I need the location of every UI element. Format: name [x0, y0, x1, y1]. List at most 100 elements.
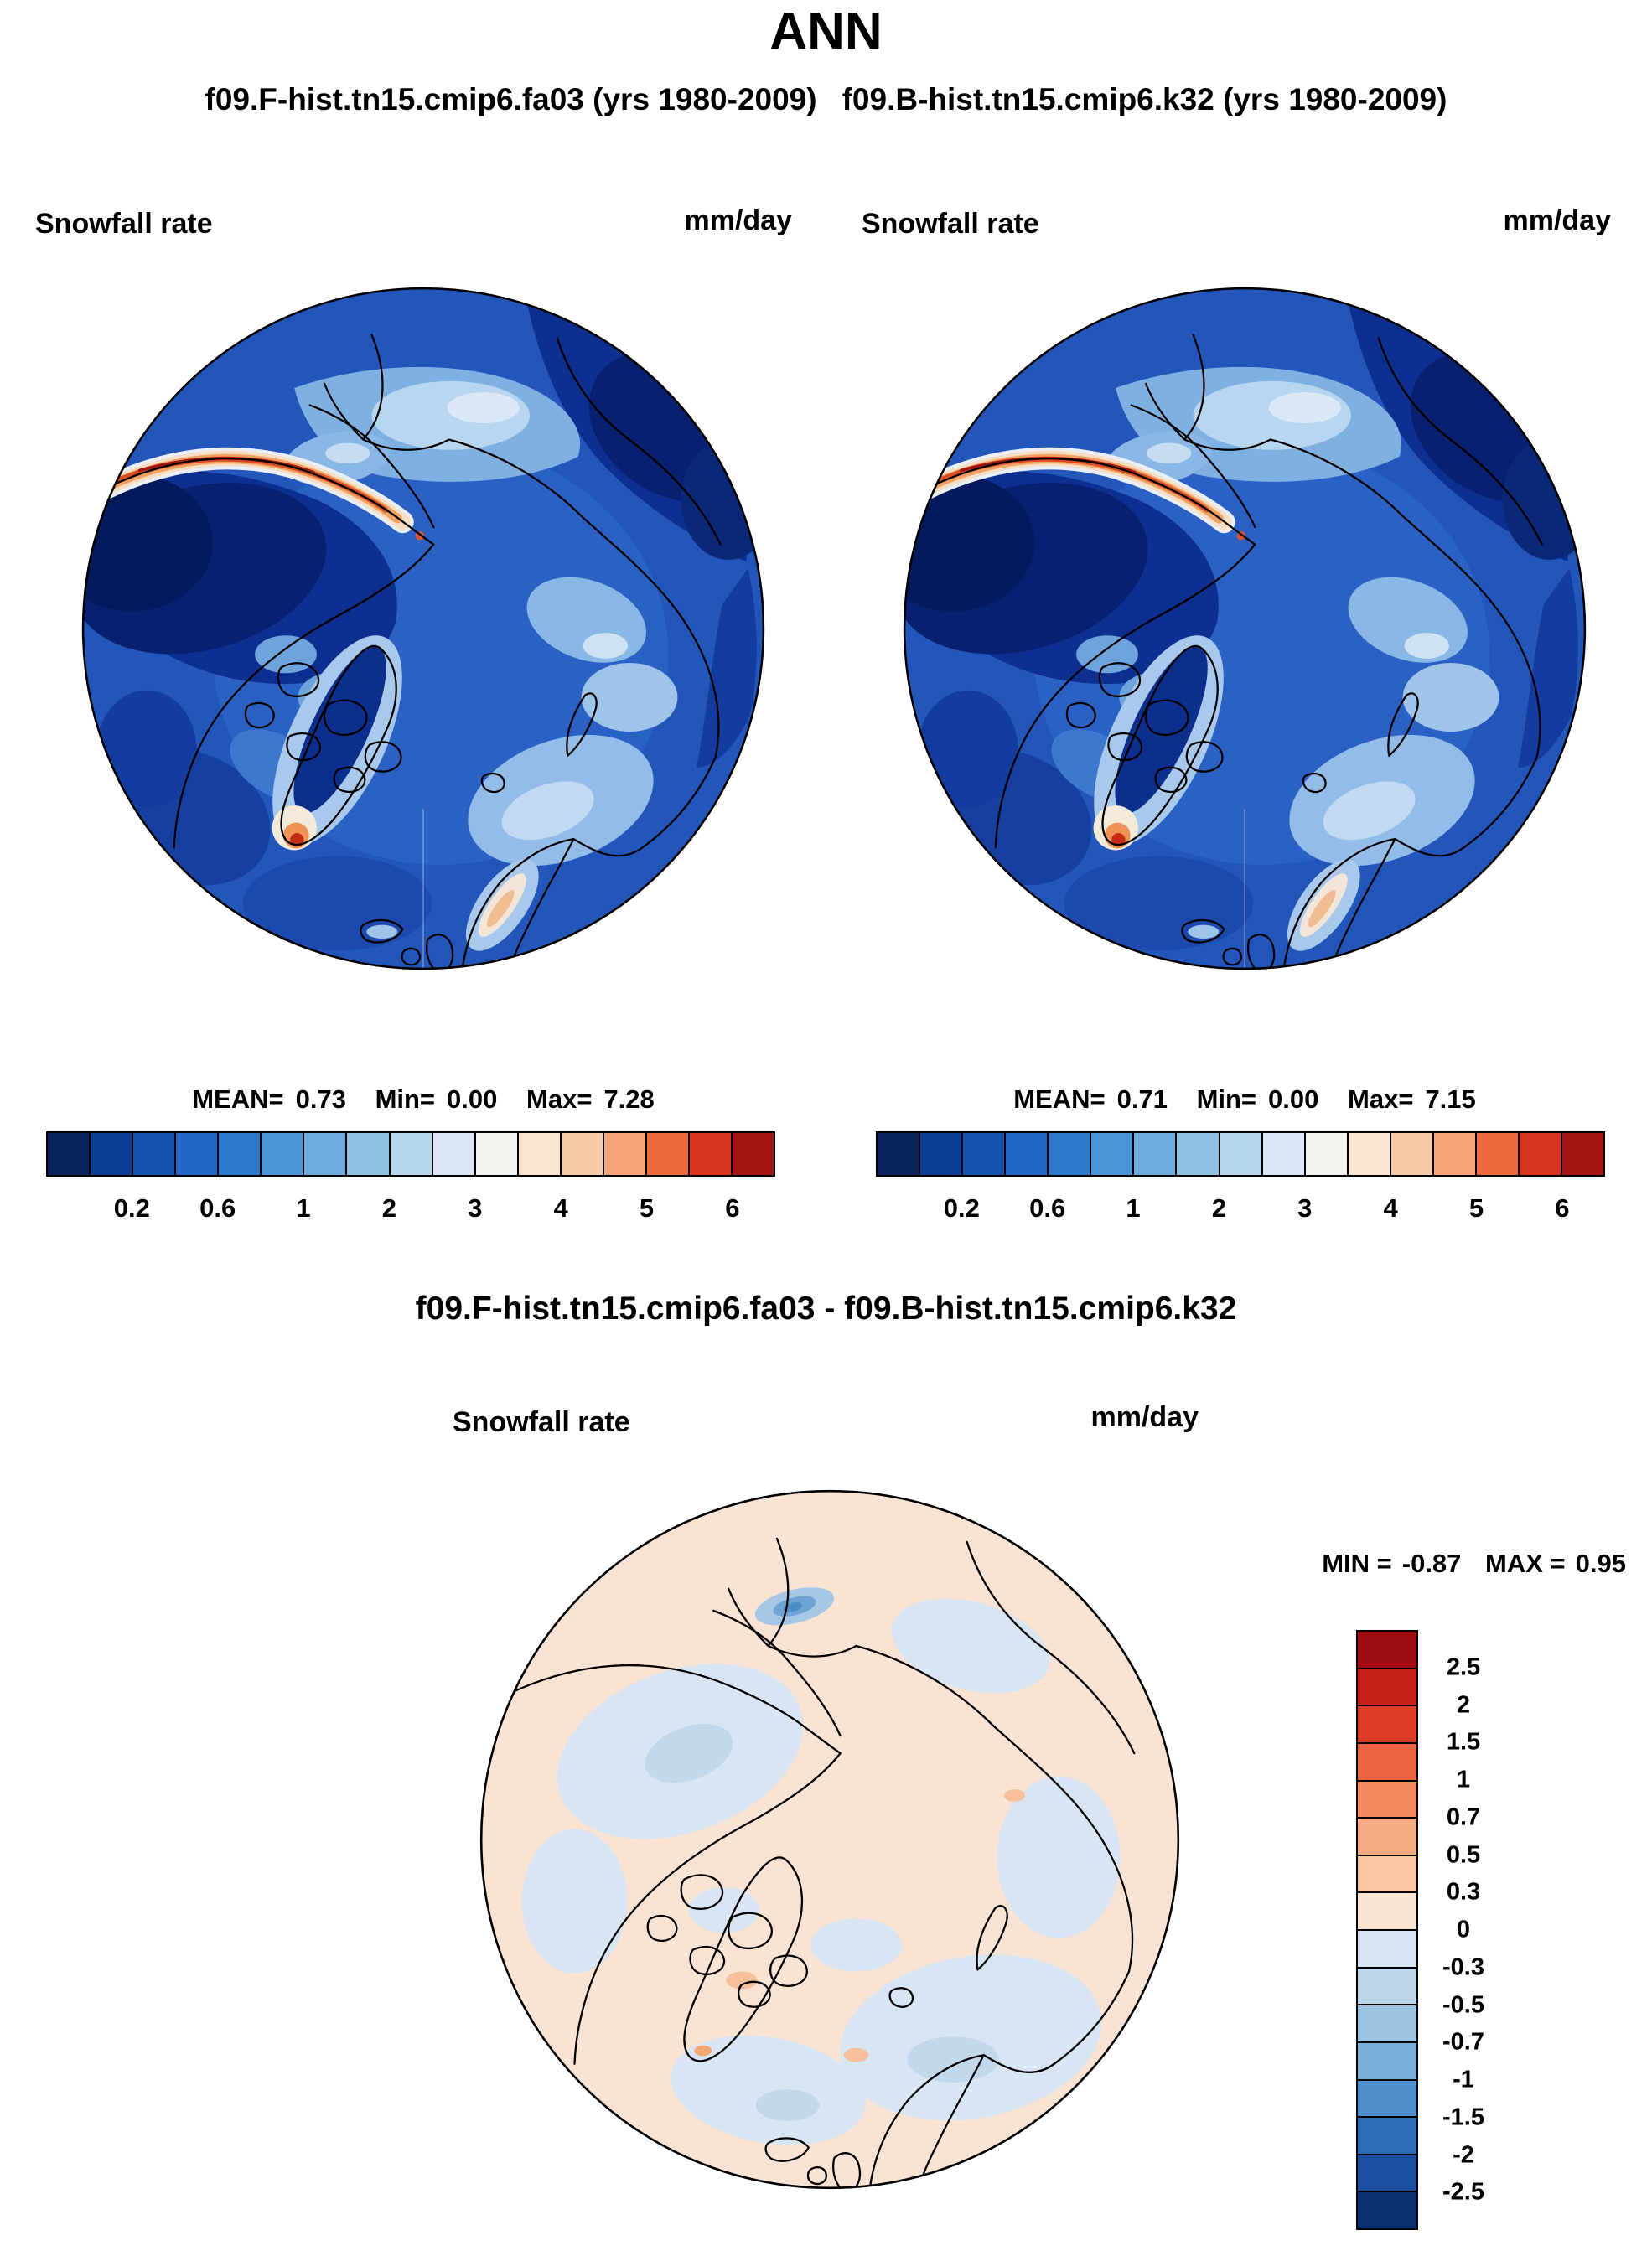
right-colorbar-ticks: 0.2 0.6 1 2 3 4 5 6: [876, 1193, 1605, 1227]
colorbar-tick-label: 1: [296, 1193, 311, 1223]
left-map-stats: MEAN= 0.73 Min= 0.00 Max= 7.28: [80, 1084, 767, 1115]
diff-units-label: mm/day: [1090, 1401, 1199, 1433]
max-value: 7.28: [603, 1084, 655, 1114]
colorbar-tick-label: 2: [1211, 1193, 1227, 1223]
mean-value: 0.71: [1116, 1084, 1168, 1114]
colorbar-cell: [1348, 1133, 1391, 1175]
colorbar-cell: [1358, 2192, 1416, 2228]
min-label: Min=: [375, 1084, 436, 1114]
colorbar-cell: [1358, 1855, 1416, 1894]
left-variable-label: Snowfall rate: [35, 208, 213, 240]
colorbar-cell: [133, 1133, 177, 1175]
colorbar-cell: [91, 1133, 134, 1175]
colorbar-cell: [1519, 1133, 1562, 1175]
colorbar-cell: [1358, 1632, 1416, 1669]
colorbar-cell: [1358, 1893, 1416, 1931]
colorbar-cell: [689, 1133, 733, 1175]
right-map: [901, 285, 1588, 972]
colorbar-cell: [1262, 1133, 1306, 1175]
colorbar-tick-label: 4: [553, 1193, 568, 1223]
colorbar-tick-label: 3: [468, 1193, 483, 1223]
difference-colorbar-labels: 2.5 2 1.5 1 0.7 0.5 0.3 0 -0.3 -0.5 -0.7 -1 -1.5 -2 -2…: [1425, 1630, 1502, 2230]
colorbar-tick-label: 1: [1126, 1193, 1141, 1223]
colorbar-cell: [1220, 1133, 1263, 1175]
colorbar-tick-label: 0.2: [113, 1193, 150, 1223]
min-value: 0.00: [447, 1084, 498, 1114]
colorbar-tick-label: 0.5: [1446, 1841, 1481, 1868]
left-units-label: mm/day: [684, 204, 793, 236]
colorbar-cell: [176, 1133, 220, 1175]
map-boundary-circle: [903, 287, 1587, 970]
colorbar-tick-label: 5: [1468, 1193, 1484, 1223]
colorbar-tick-label: -1: [1453, 2066, 1474, 2093]
colorbar-tick-label: 0.3: [1446, 1878, 1481, 1906]
colorbar-cell: [1433, 1133, 1477, 1175]
colorbar-cell: [262, 1133, 305, 1175]
colorbar-tick-label: 2: [381, 1193, 397, 1223]
colorbar-cell: [1358, 2118, 1416, 2155]
colorbar-cell: [733, 1133, 774, 1175]
colorbar-cell: [1091, 1133, 1135, 1175]
colorbar-cell: [304, 1133, 348, 1175]
diff-min-value: -0.87: [1401, 1549, 1462, 1578]
colorbar-cell: [603, 1133, 647, 1175]
snowfall-map-left-svg: [81, 287, 765, 970]
colorbar-cell: [878, 1133, 921, 1175]
min-label: Min=: [1196, 1084, 1257, 1114]
colorbar-tick-label: 3: [1297, 1193, 1313, 1223]
colorbar-cell: [561, 1133, 604, 1175]
max-label: Max=: [526, 1084, 593, 1114]
diff-minmax: MIN = -0.87 MAX = 0.95: [1232, 1549, 1626, 1579]
colorbar-tick-label: 2: [1456, 1691, 1471, 1718]
colorbar-tick-label: -0.3: [1442, 1953, 1484, 1981]
colorbar-cell: [475, 1133, 519, 1175]
colorbar-cell: [1390, 1133, 1434, 1175]
colorbar-cell: [390, 1133, 433, 1175]
colorbar-cell: [1358, 2042, 1416, 2081]
colorbar-cell: [219, 1133, 262, 1175]
colorbar-tick-label: -0.7: [1442, 2028, 1484, 2056]
right-map-stats: MEAN= 0.71 Min= 0.00 Max= 7.15: [901, 1084, 1588, 1115]
difference-map-svg: [479, 1489, 1180, 2190]
mean-value: 0.73: [295, 1084, 346, 1114]
right-variable-label: Snowfall rate: [862, 208, 1039, 240]
colorbar-cell: [1134, 1133, 1178, 1175]
right-run-name: f09.B-hist.tn15.cmip6.k32 (yrs 1980-2009…: [842, 82, 1447, 116]
colorbar-cell: [1358, 1819, 1416, 1856]
diff-min-label: MIN =: [1322, 1549, 1392, 1578]
colorbar-cell: [1358, 1781, 1416, 1819]
colorbar-cell: [1358, 1706, 1416, 1744]
colorbar-cell: [1358, 1931, 1416, 1969]
diff-max-label: MAX =: [1485, 1549, 1566, 1578]
colorbar-cell: [1562, 1133, 1604, 1175]
colorbar-tick-label: 1: [1456, 1766, 1471, 1793]
colorbar-cell: [920, 1133, 964, 1175]
colorbar-tick-label: 1.5: [1446, 1728, 1481, 1756]
colorbar-cell: [518, 1133, 562, 1175]
diff-variable-label: Snowfall rate: [453, 1406, 630, 1438]
colorbar-cell: [432, 1133, 476, 1175]
colorbar-cell: [347, 1133, 391, 1175]
colorbar-cell: [963, 1133, 1007, 1175]
difference-title: f09.F-hist.tn15.cmip6.fa03 - f09.B-hist.…: [415, 1291, 1237, 1327]
colorbar-cell: [1358, 1743, 1416, 1782]
colorbar-cell: [1049, 1133, 1092, 1175]
colorbar-cell: [1358, 2155, 1416, 2193]
map-boundary-circle: [479, 1489, 1180, 2190]
colorbar-cell: [1006, 1133, 1049, 1175]
colorbar-cell: [1358, 2080, 1416, 2119]
colorbar-cell: [48, 1133, 91, 1175]
colorbar-cell: [646, 1133, 690, 1175]
colorbar-tick-label: 4: [1383, 1193, 1398, 1223]
colorbar-tick-label: -2.5: [1442, 2178, 1484, 2206]
colorbar-tick-label: 2.5: [1446, 1653, 1481, 1681]
colorbar-tick-label: 5: [639, 1193, 655, 1223]
colorbar-tick-label: 6: [1555, 1193, 1570, 1223]
difference-map: [478, 1488, 1182, 2191]
difference-colorbar: [1356, 1630, 1418, 2230]
right-units-label: mm/day: [1503, 204, 1612, 236]
mean-label: MEAN=: [192, 1084, 284, 1114]
colorbar-tick-label: -1.5: [1442, 2103, 1484, 2131]
colorbar-tick-label: 6: [725, 1193, 740, 1223]
